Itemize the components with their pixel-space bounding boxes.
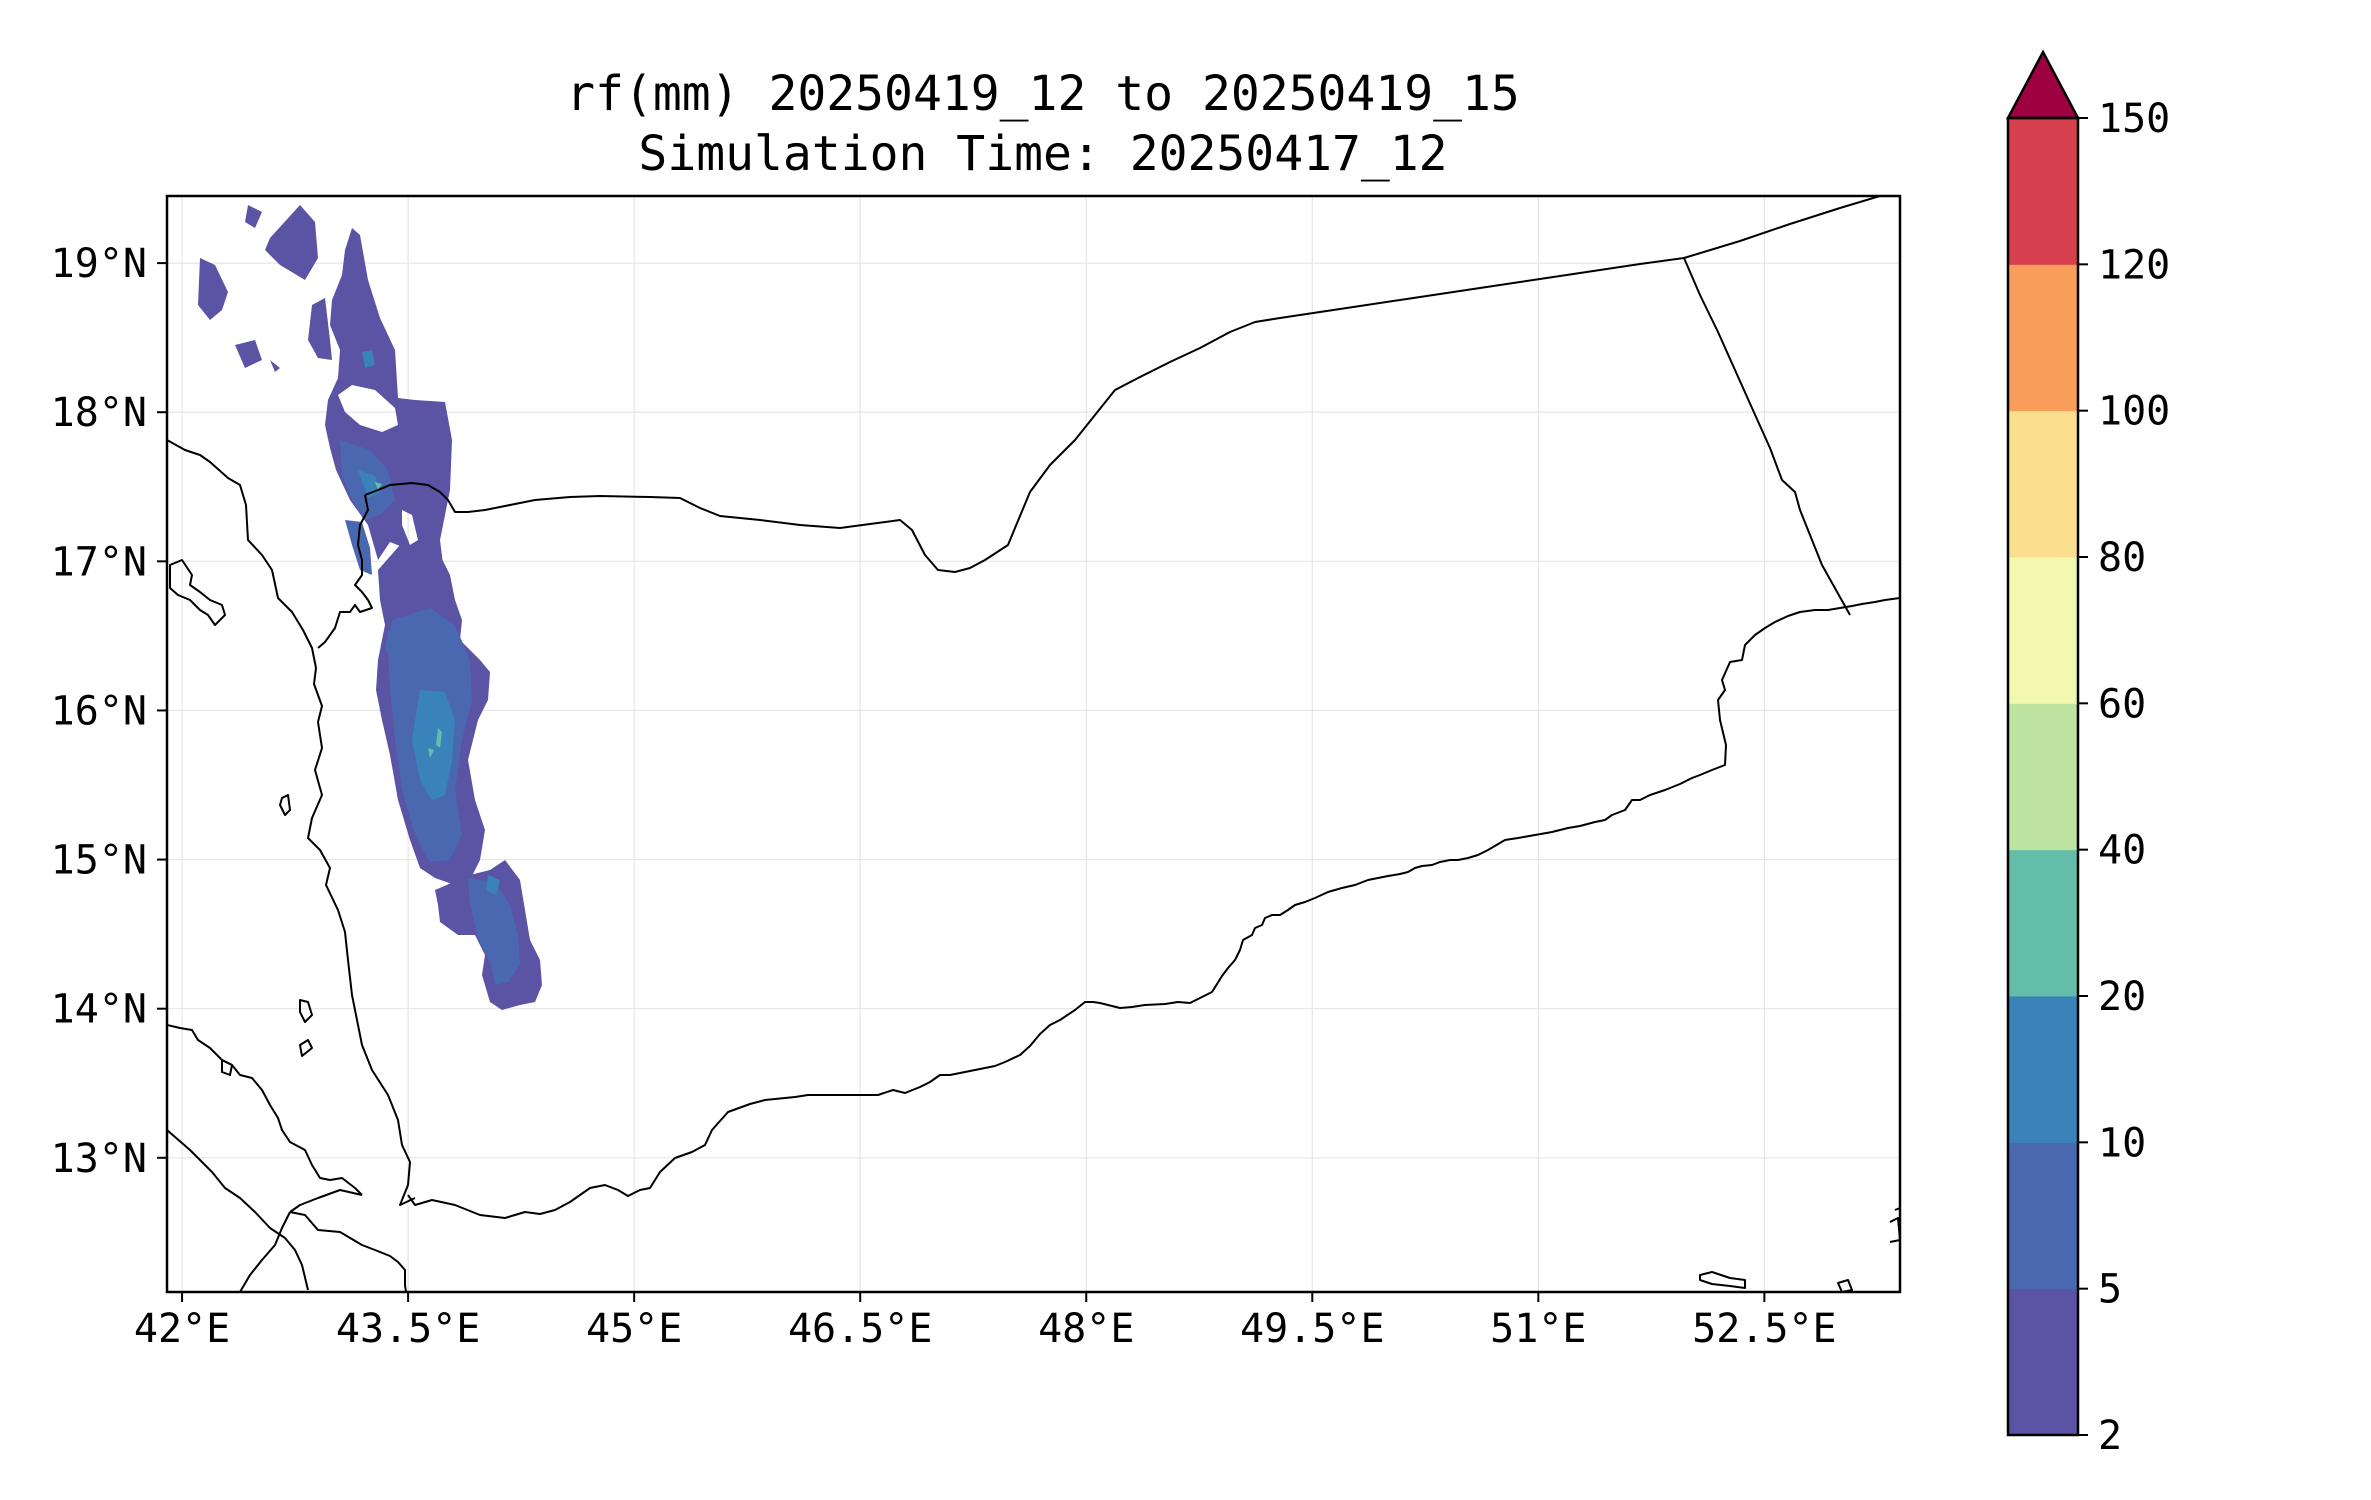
map-area: 42°E 43.5°E 45°E 46.5°E 48°E 49.5°E 51°E 52.5°E… [51,194,1902,1352]
rain-level-10-20-a [412,690,455,800]
y-tick-label: 18°N [51,390,147,436]
rain-level-20-40-c [428,748,434,758]
rain-band-north-blob-c [265,205,318,280]
rain-band-north-blob-b [245,205,262,228]
island-small-east [1837,1279,1853,1292]
rain-level-10-20-d [362,350,375,368]
y-tick-label: 19°N [51,241,147,287]
coastline-djibouti [289,1211,407,1292]
colorbar-band [2008,410,2078,558]
border-yemen-saudi-north [1683,196,1884,259]
border-yemen-saudi-inner [317,494,373,649]
coastline-africa-horn [167,1024,363,1196]
colorbar-tick-label: 120 [2098,242,2170,288]
border-eritrea-ethiopia [167,1129,309,1291]
island-farasan [169,559,226,626]
y-tick-label: 13°N [51,1136,147,1182]
y-axis-ticks: 19°N 18°N 17°N 16°N 15°N 14°N 13°N [51,241,167,1182]
map-content [167,196,1900,1292]
rain-level-20-40-a [375,482,382,490]
rain-level-5-10-e [385,630,400,660]
colorbar-band [2008,849,2078,997]
island-dahlak [221,1059,233,1076]
y-tick-label: 16°N [51,688,147,734]
x-tick-label: 51°E [1490,1306,1586,1352]
colorbar-ticks: 2 5 10 20 40 60 80 100 120 150 [2078,96,2170,1459]
colorbar-tick-label: 40 [2098,828,2146,874]
rain-level-20-40-b [436,728,442,748]
title-line-1: rf(mm) 20250419_12 to 20250419_15 [566,66,1520,122]
coastline-gulf-of-aden [407,597,1900,1219]
colorbar-tick-label: 100 [2098,389,2170,435]
island-kamaran-b [299,999,313,1023]
colorbar-tick-label: 2 [2098,1413,2122,1459]
colorbar-extend-arrow [2005,49,2081,120]
x-tick-label: 52.5°E [1692,1306,1837,1352]
island-abd-al-kuri [1699,1271,1746,1289]
title-line-2: Simulation Time: 20250417_12 [638,126,1447,182]
island-hanish [299,1039,313,1057]
colorbar: 2 5 10 20 40 60 80 100 120 150 [2005,49,2170,1459]
rain-band-north-blob-e [270,360,280,372]
x-axis-ticks: 42°E 43.5°E 45°E 46.5°E 48°E 49.5°E 51°E 52.5°E [134,1292,1837,1352]
colorbar-band [2008,1288,2078,1436]
border-djibouti-north [289,1189,363,1213]
y-tick-label: 17°N [51,539,147,585]
colorbar-band [2008,1142,2078,1290]
x-tick-label: 42°E [134,1306,230,1352]
x-tick-label: 46.5°E [788,1306,933,1352]
colorbar-band [2008,703,2078,851]
colorbar-tick-label: 5 [2098,1267,2122,1313]
x-tick-label: 49.5°E [1240,1306,1385,1352]
border-djibouti-ethiopia [239,1211,291,1292]
x-tick-label: 43.5°E [336,1306,481,1352]
colorbar-band [2008,996,2078,1143]
y-tick-label: 15°N [51,838,147,884]
x-tick-label: 45°E [586,1306,682,1352]
colorbar-tick-label: 10 [2098,1120,2146,1166]
rain-band-north-blob-a [198,258,228,320]
rain-band-north-blob-f [308,298,332,360]
border-yemen-oman [1683,257,1851,616]
y-tick-label: 14°N [51,987,147,1033]
rain-band-north-blob-d [235,340,262,368]
colorbar-bands [2008,118,2078,1436]
map-frame [165,194,1902,1294]
colorbar-band [2008,264,2078,412]
x-tick-label: 48°E [1038,1306,1134,1352]
border-yemen-saudi-west [364,257,1685,573]
colorbar-band [2008,557,2078,704]
rain-level-10-20-c [486,875,500,895]
rainfall-contours [198,205,542,1010]
island-kamaran-a [279,794,291,816]
colorbar-tick-label: 150 [2098,96,2170,142]
colorbar-frame [2006,116,2080,1437]
colorbar-tick-label: 20 [2098,974,2146,1020]
colorbar-tick-label: 60 [2098,681,2146,727]
gridlines [167,196,1900,1292]
rain-level-5-10-c [468,878,520,985]
colorbar-band [2008,118,2078,265]
colorbar-tick-label: 80 [2098,535,2146,581]
coastlines-and-borders [167,196,1900,1292]
coastline-red-sea-east [167,439,416,1206]
